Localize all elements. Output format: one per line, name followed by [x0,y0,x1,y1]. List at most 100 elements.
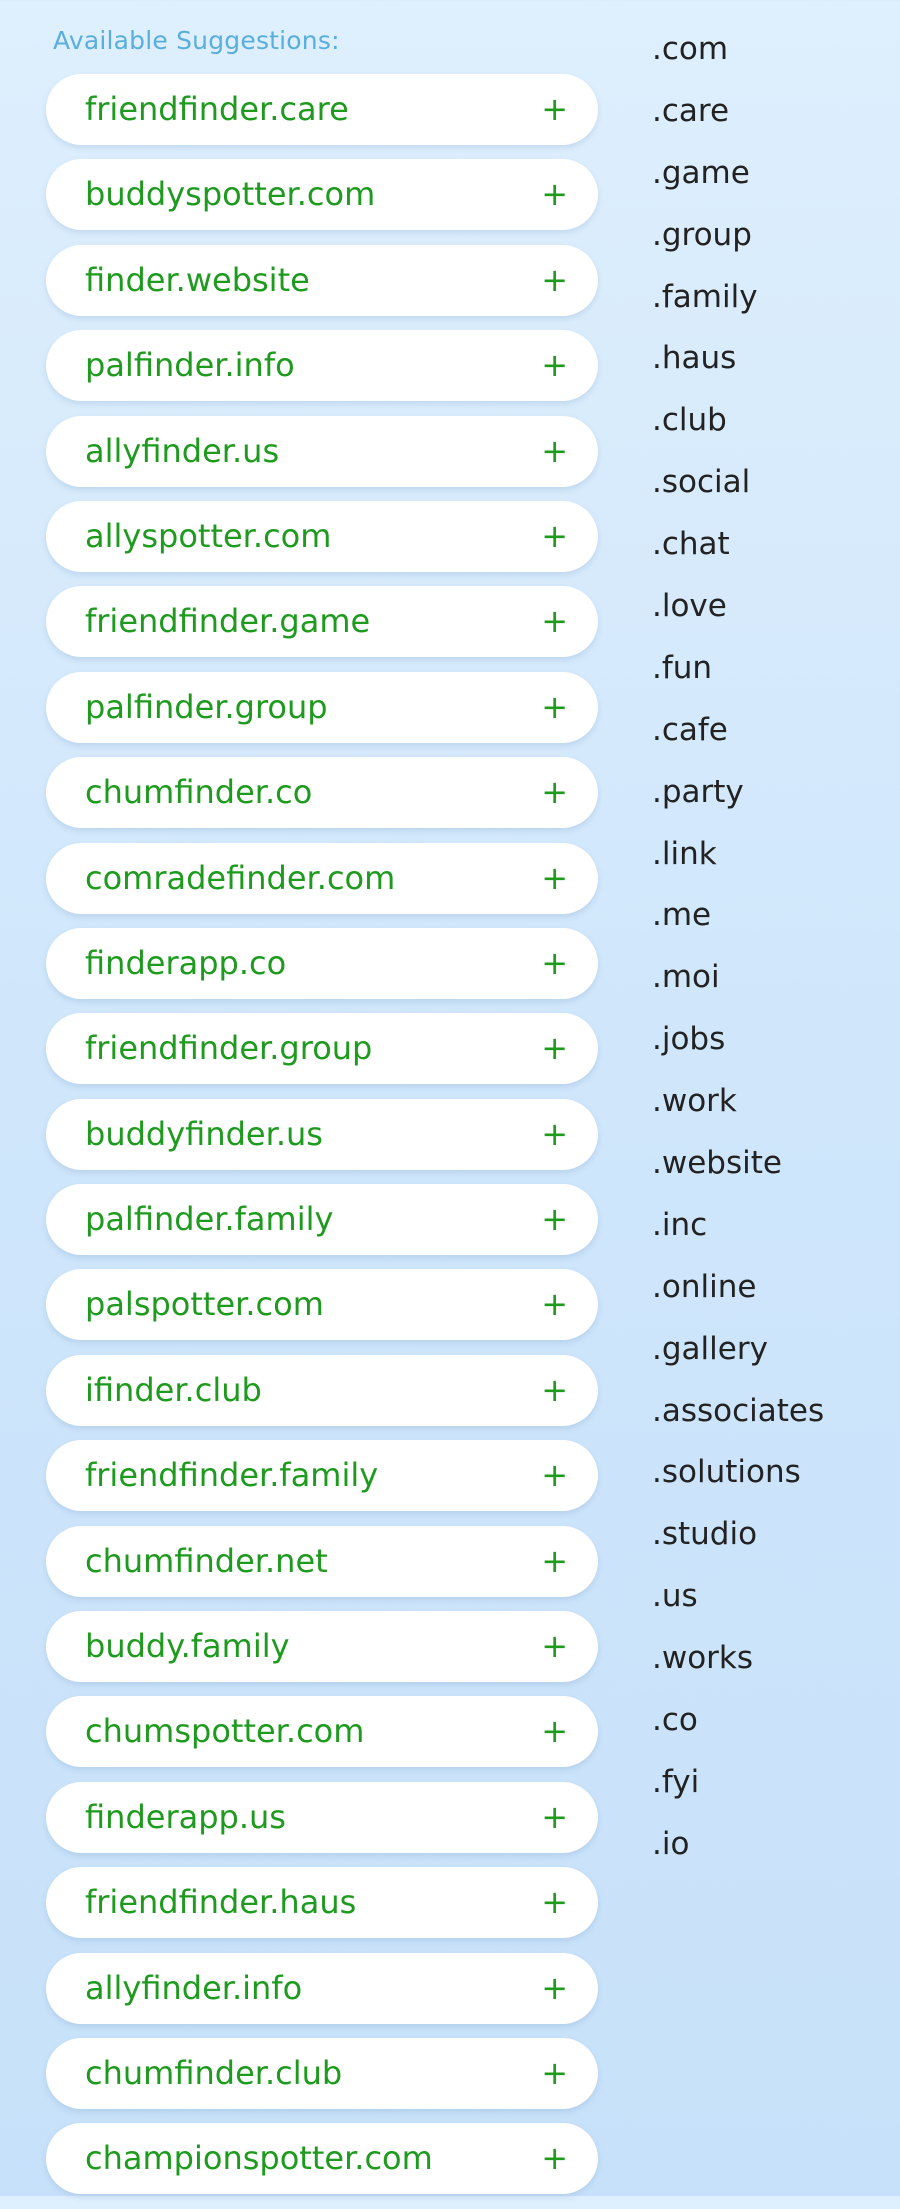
suggestion-label: finderapp.us [85,1797,286,1836]
suggestion-label: chumspotter.com [85,1712,365,1751]
suggestion-label: chumfinder.net [85,1541,328,1580]
tld-item[interactable]: .jobs [652,1021,726,1058]
add-button[interactable]: + [541,943,568,982]
add-button[interactable]: + [541,773,568,812]
suggestion-label: friendfinder.haus [85,1883,357,1922]
tld-item[interactable]: .co [652,1702,698,1739]
tld-item[interactable]: .social [652,464,751,501]
add-button[interactable]: + [541,260,568,299]
suggestion-item[interactable]: chumspotter.com + [46,1696,598,1768]
add-button[interactable]: + [541,431,568,470]
suggestion-label: comradefinder.com [85,858,396,897]
tld-item[interactable]: .studio [652,1516,758,1553]
add-button[interactable]: + [541,1285,568,1324]
suggestion-label: championspotter.com [85,2139,433,2178]
heading: Available Suggestions: [53,26,340,55]
tld-item[interactable]: .family [652,278,758,315]
suggestion-item[interactable]: chumfinder.net + [46,1525,598,1597]
suggestion-item[interactable]: friendfinder.family + [46,1440,598,1512]
tld-item[interactable]: .io [652,1825,690,1862]
tld-item[interactable]: .us [652,1578,698,1615]
tld-item[interactable]: .fun [652,649,713,686]
suggestion-item[interactable]: buddyfinder.us + [46,1098,598,1170]
add-button[interactable]: + [541,858,568,897]
add-button[interactable]: + [541,516,568,555]
suggestion-label: palfinder.family [85,1200,334,1239]
tld-item[interactable]: .work [652,1083,737,1120]
add-button[interactable]: + [541,1541,568,1580]
suggestion-item[interactable]: championspotter.com + [46,2123,598,2195]
tld-item[interactable]: .gallery [652,1330,768,1367]
tld-item[interactable]: .chat [652,526,730,563]
suggestion-list: friendfinder.care + buddyspotter.com + fin… [46,74,598,2209]
tld-item[interactable]: .online [652,1268,757,1305]
tld-list: .com .care .game .group .family .haus .c… [652,24,892,1881]
suggestion-label: chumfinder.co [85,773,313,812]
add-button[interactable]: + [541,1627,568,1666]
tld-item[interactable]: .com [652,31,729,67]
tld-item[interactable]: .club [652,402,727,439]
suggestion-item[interactable]: allyspotter.com + [46,500,598,572]
suggestion-label: allyspotter.com [85,516,332,555]
tld-item[interactable]: .link [652,835,717,872]
tld-item[interactable]: .game [652,154,750,191]
suggestion-item[interactable]: friendfinder.care + [46,74,598,145]
add-button[interactable]: + [541,2139,568,2178]
suggestion-item[interactable]: palfinder.info + [46,330,598,402]
tld-item[interactable]: .works [652,1640,754,1677]
tld-item[interactable]: .haus [652,340,737,377]
suggestion-item[interactable]: friendfinder.haus + [46,1867,598,1939]
suggestion-item[interactable]: finderapp.us + [46,1781,598,1853]
tld-item[interactable]: .website [652,1145,782,1182]
add-button[interactable]: + [541,687,568,726]
suggestion-label: friendfinder.care [85,90,349,128]
add-button[interactable]: + [541,602,568,641]
suggestion-item[interactable]: ifinder.club + [46,1354,598,1426]
add-button[interactable]: + [541,90,568,128]
add-button[interactable]: + [541,175,568,214]
tld-item[interactable]: .group [652,216,752,253]
tld-item[interactable]: .fyi [652,1763,700,1800]
suggestion-label: allyfinder.info [85,1968,303,2007]
suggestion-label: friendfinder.group [85,1029,373,1068]
tld-item[interactable]: .love [652,588,727,625]
add-button[interactable]: + [541,1968,568,2007]
suggestion-item[interactable]: buddyspotter.com + [46,159,598,231]
tld-item[interactable]: .inc [652,1206,708,1243]
tld-item[interactable]: .solutions [652,1454,801,1491]
suggestion-item[interactable]: chumfinder.co + [46,757,598,829]
suggestion-item[interactable]: palfinder.family + [46,1184,598,1256]
suggestion-item[interactable]: palfinder.group + [46,671,598,743]
suggestion-label: friendfinder.family [85,1456,379,1495]
suggestion-item[interactable]: friendfinder.group + [46,1013,598,1085]
suggestion-item[interactable]: allyfinder.us + [46,415,598,487]
tld-item[interactable]: .moi [652,959,720,996]
suggestion-item[interactable]: buddy.family + [46,1611,598,1683]
tld-item[interactable]: .cafe [652,711,728,748]
tld-item[interactable]: .party [652,773,744,810]
add-button[interactable]: + [541,1883,568,1922]
add-button[interactable]: + [541,1029,568,1068]
add-button[interactable]: + [541,1797,568,1836]
suggestion-item[interactable]: palspotter.com + [46,1269,598,1341]
suggestion-item[interactable]: finderapp.co + [46,927,598,999]
suggestion-label: buddy.family [85,1627,290,1666]
suggestion-label: allyfinder.us [85,431,280,470]
add-button[interactable]: + [541,2053,568,2092]
add-button[interactable]: + [541,1114,568,1153]
suggestion-item[interactable]: finder.website + [46,244,598,316]
suggestion-label: chumfinder.club [85,2053,343,2092]
add-button[interactable]: + [541,1200,568,1239]
suggestion-item[interactable]: friendfinder.game + [46,586,598,658]
tld-item[interactable]: .me [652,897,712,934]
add-button[interactable]: + [541,1456,568,1495]
tld-item[interactable]: .care [652,92,730,129]
add-button[interactable]: + [541,1712,568,1751]
suggestion-label: friendfinder.game [85,602,371,641]
add-button[interactable]: + [541,1370,568,1409]
suggestion-item[interactable]: chumfinder.club + [46,2037,598,2109]
suggestion-item[interactable]: allyfinder.info + [46,1952,598,2024]
tld-item[interactable]: .associates [652,1392,825,1429]
add-button[interactable]: + [541,346,568,385]
suggestion-item[interactable]: comradefinder.com + [46,842,598,914]
